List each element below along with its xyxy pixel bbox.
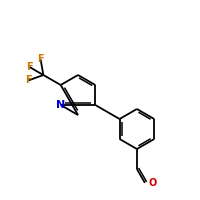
Text: F: F: [37, 54, 44, 64]
Text: O: O: [149, 178, 157, 188]
Text: N: N: [56, 100, 65, 110]
Text: F: F: [26, 62, 33, 72]
Text: F: F: [25, 75, 32, 85]
